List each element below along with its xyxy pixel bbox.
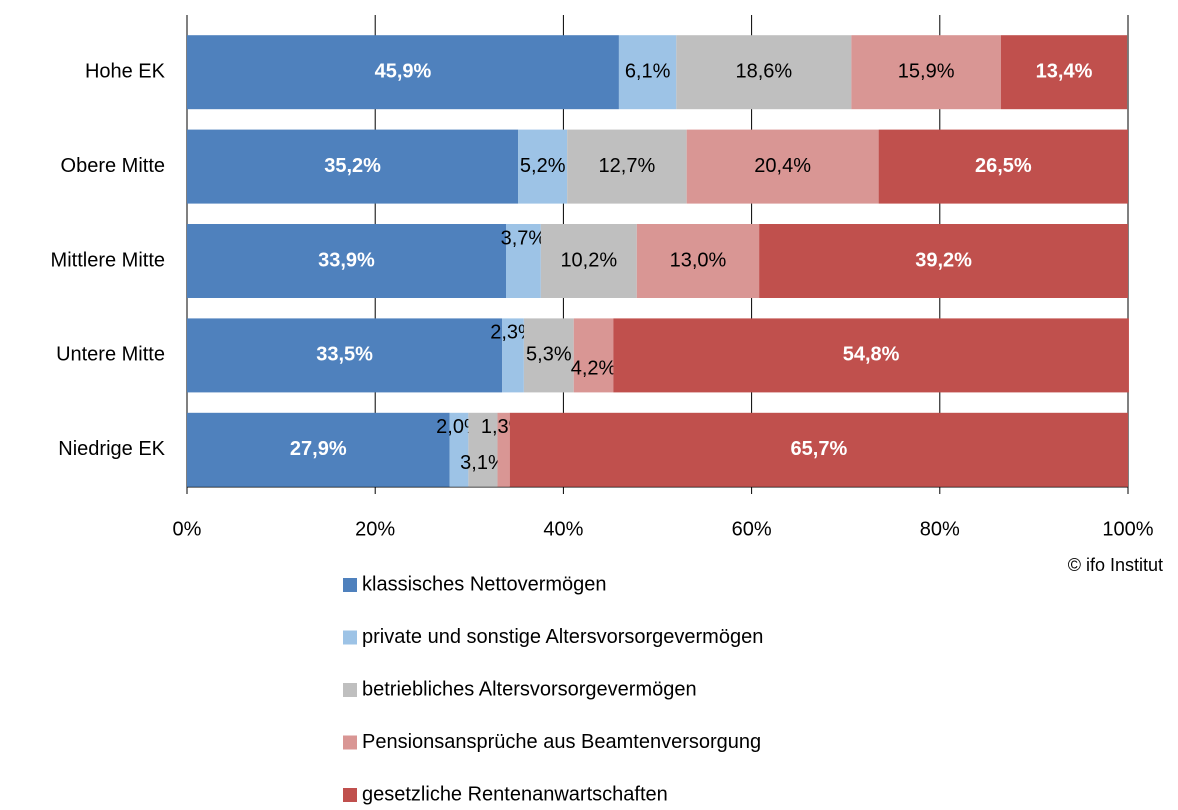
data-label: 65,7% xyxy=(791,438,848,460)
legend-swatch xyxy=(343,683,357,697)
bar-segment xyxy=(851,35,1001,110)
bar-segment xyxy=(468,412,498,487)
bar-segment xyxy=(509,412,1128,487)
data-label: 33,5% xyxy=(316,344,373,366)
legend-swatch xyxy=(343,578,357,592)
y-tick-label: Obere Mitte xyxy=(61,155,165,177)
y-tick-label: Untere Mitte xyxy=(56,344,165,366)
bar-segment xyxy=(573,318,614,393)
legend-label: klassisches Nettovermögen xyxy=(362,573,607,595)
legend-swatch xyxy=(343,630,357,645)
data-label: 4,2% xyxy=(571,358,617,380)
data-label: 13,4% xyxy=(1036,60,1093,82)
bar-segment xyxy=(187,318,503,393)
bar-segment xyxy=(686,129,879,204)
data-label: 13,0% xyxy=(670,249,727,271)
bar-segment xyxy=(502,318,524,393)
data-label: 5,3% xyxy=(526,344,572,366)
bar-segment xyxy=(759,224,1128,298)
data-label: 15,9% xyxy=(898,60,955,82)
bar-segment xyxy=(187,129,519,204)
legend-label: Pensionsansprüche aus Beamtenversorgung xyxy=(362,731,761,753)
x-tick-label: 0% xyxy=(173,518,202,540)
bar-segment xyxy=(878,129,1128,204)
x-tick-label: 20% xyxy=(355,518,395,540)
legend-label: betriebliches Altersvorsorgevermögen xyxy=(362,678,697,700)
bar-segment xyxy=(497,412,510,487)
legend-swatch xyxy=(343,788,357,802)
data-label: 5,2% xyxy=(520,155,566,177)
bar-segment xyxy=(187,412,450,487)
bar-segment xyxy=(518,129,568,204)
x-tick-label: 60% xyxy=(732,518,772,540)
data-label: 33,9% xyxy=(318,249,375,271)
data-label: 10,2% xyxy=(560,249,617,271)
x-tick-label: 80% xyxy=(920,518,960,540)
data-label: 12,7% xyxy=(599,155,656,177)
bar-segment xyxy=(187,35,619,110)
bar-segment xyxy=(449,412,469,487)
data-label: 18,6% xyxy=(735,60,792,82)
data-label: 3,7% xyxy=(501,227,547,249)
data-label: 27,9% xyxy=(290,438,347,460)
data-label: 26,5% xyxy=(975,155,1032,177)
legend-label: gesetzliche Rentenanwartschaften xyxy=(362,783,668,805)
data-label: 35,2% xyxy=(324,155,381,177)
data-label: 20,4% xyxy=(754,155,811,177)
data-label: 3,1% xyxy=(460,452,506,474)
y-tick-label: Hohe EK xyxy=(85,60,166,82)
data-label: 54,8% xyxy=(843,344,900,366)
data-label: 45,9% xyxy=(375,60,432,82)
bar-segment xyxy=(187,224,506,298)
y-tick-label: Mittlere Mitte xyxy=(51,249,165,271)
x-tick-label: 40% xyxy=(543,518,583,540)
x-tick-label: 100% xyxy=(1102,518,1153,540)
bar-segment xyxy=(1000,35,1128,110)
data-label: 6,1% xyxy=(625,60,671,82)
y-tick-label: Niedrige EK xyxy=(58,438,165,460)
bar-segment xyxy=(505,224,541,298)
data-label: 39,2% xyxy=(915,249,972,271)
legend-label: private und sonstige Altersvorsorgevermö… xyxy=(362,626,763,648)
bar-segment xyxy=(676,35,852,110)
bar-segment xyxy=(613,318,1129,393)
bar-segment xyxy=(567,129,687,204)
copyright: © ifo Institut xyxy=(1068,555,1163,575)
bar-segment xyxy=(523,318,574,393)
legend-swatch xyxy=(343,735,357,750)
bar-segment xyxy=(540,224,637,298)
bar-segment xyxy=(618,35,677,110)
bar-segment xyxy=(636,224,760,298)
